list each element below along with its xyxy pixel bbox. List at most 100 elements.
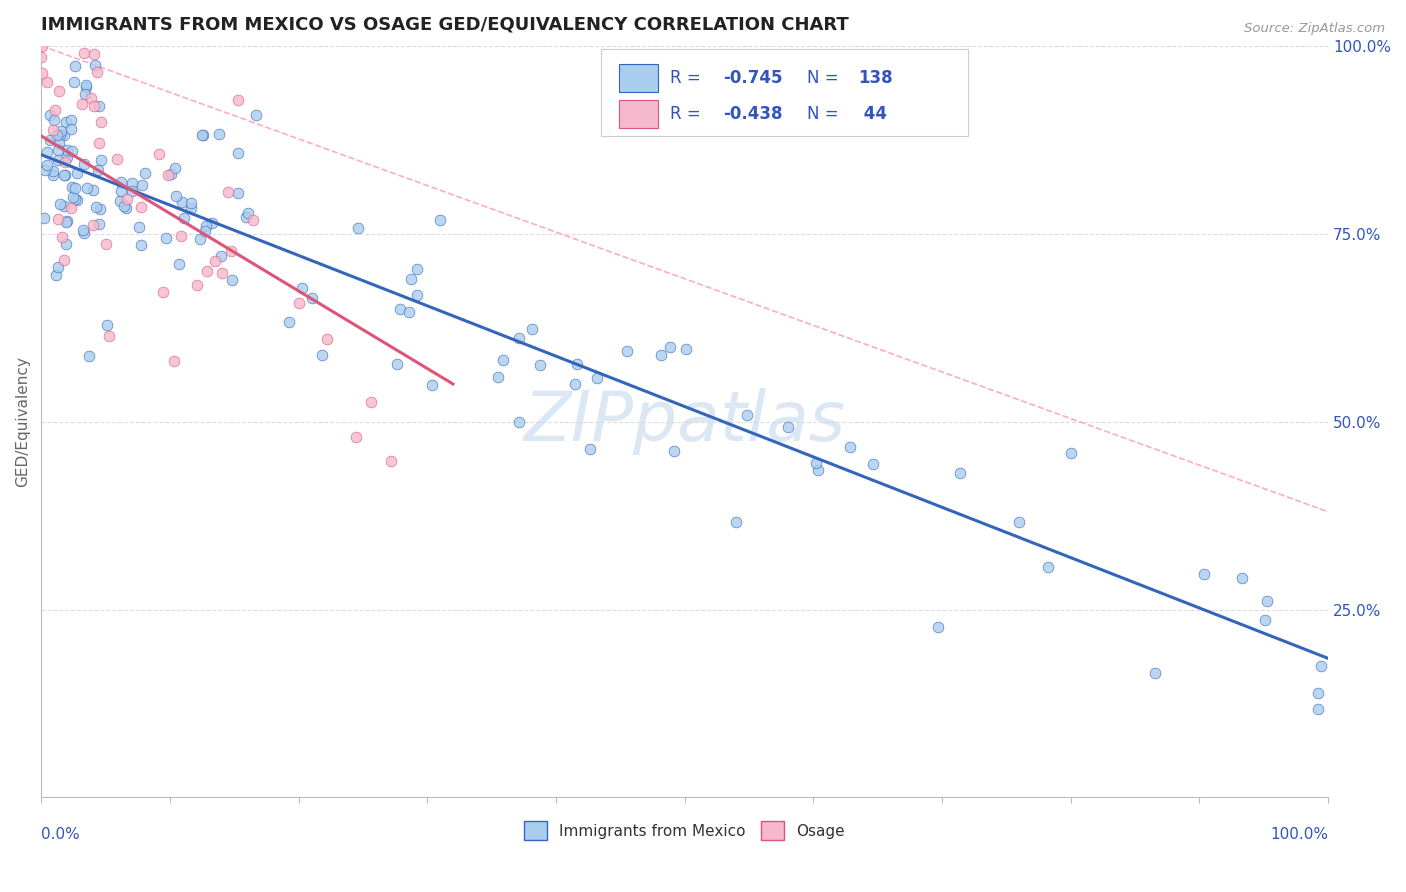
Point <box>65 166 87 180</box>
Point <box>121 176 143 190</box>
Point <box>211 267 233 281</box>
Point <box>41 168 63 182</box>
Point <box>55 143 77 157</box>
Point <box>567 357 589 371</box>
Point <box>75 79 97 94</box>
Point <box>616 344 638 359</box>
Point <box>862 457 884 471</box>
Point <box>44 103 66 117</box>
Point <box>344 430 367 444</box>
Point <box>42 123 65 137</box>
Point <box>242 213 264 227</box>
Point <box>658 340 681 354</box>
Point <box>564 376 586 391</box>
Point <box>105 152 128 166</box>
Text: 44: 44 <box>859 105 887 123</box>
Point <box>86 65 108 79</box>
Point <box>1230 570 1253 584</box>
Point <box>927 620 949 634</box>
Point <box>160 167 183 181</box>
FancyBboxPatch shape <box>600 49 967 136</box>
Point <box>1008 515 1031 529</box>
Point <box>117 192 139 206</box>
Point <box>83 58 105 72</box>
Point <box>31 66 53 80</box>
Point <box>165 161 187 175</box>
Point <box>34 162 56 177</box>
Point <box>49 197 72 211</box>
Point <box>486 369 509 384</box>
Point <box>290 281 312 295</box>
Point <box>82 183 104 197</box>
Point <box>72 157 94 171</box>
Point <box>195 219 218 233</box>
Text: -0.745: -0.745 <box>723 69 783 87</box>
Point <box>55 237 77 252</box>
Point <box>186 278 208 293</box>
Text: 138: 138 <box>859 69 893 87</box>
Text: 100.0%: 100.0% <box>1270 827 1329 842</box>
Point <box>55 215 77 229</box>
Point <box>65 192 87 206</box>
Point <box>315 332 337 346</box>
Point <box>131 178 153 192</box>
Point <box>49 128 72 143</box>
Point <box>87 99 110 113</box>
Point <box>170 229 193 244</box>
Point <box>30 50 52 64</box>
Text: ZIPpatlas: ZIPpatlas <box>523 388 845 455</box>
Point <box>1309 659 1331 673</box>
Point <box>579 442 602 457</box>
Point <box>90 153 112 168</box>
Point <box>1192 567 1215 582</box>
Point <box>52 168 75 182</box>
Point <box>508 331 530 345</box>
Point <box>86 200 108 214</box>
Point <box>75 78 97 92</box>
Text: IMMIGRANTS FROM MEXICO VS OSAGE GED/EQUIVALENCY CORRELATION CHART: IMMIGRANTS FROM MEXICO VS OSAGE GED/EQUI… <box>41 15 849 33</box>
Point <box>56 214 79 228</box>
Point <box>42 164 65 178</box>
Point <box>45 128 67 142</box>
Point <box>59 121 82 136</box>
Point <box>245 108 267 122</box>
Point <box>226 186 249 200</box>
Y-axis label: GED/Equivalency: GED/Equivalency <box>15 356 30 487</box>
Point <box>96 318 118 332</box>
Point <box>163 354 186 368</box>
Point <box>66 193 89 207</box>
Point <box>60 144 83 158</box>
Point <box>399 271 422 285</box>
Point <box>35 158 58 172</box>
Point <box>51 124 73 138</box>
Point <box>388 301 411 316</box>
Point <box>405 287 427 301</box>
Point <box>172 194 194 209</box>
Point <box>59 201 82 215</box>
Point <box>420 378 443 392</box>
Point <box>1144 666 1167 681</box>
Point <box>134 166 156 180</box>
Point <box>108 194 131 208</box>
Point <box>1256 594 1278 608</box>
Point <box>32 211 55 225</box>
Point <box>110 184 132 198</box>
Point <box>115 201 138 215</box>
Point <box>236 206 259 220</box>
Point <box>131 200 153 214</box>
Point <box>226 146 249 161</box>
Point <box>63 181 86 195</box>
Point <box>208 127 231 141</box>
Point <box>724 515 747 529</box>
Point <box>83 47 105 62</box>
Point <box>89 136 111 150</box>
Point <box>97 328 120 343</box>
Point <box>96 236 118 251</box>
Point <box>194 224 217 238</box>
Point <box>301 292 323 306</box>
Point <box>492 352 515 367</box>
Point <box>1060 446 1083 460</box>
Point <box>39 108 62 122</box>
Point <box>53 155 76 169</box>
Point <box>204 254 226 268</box>
